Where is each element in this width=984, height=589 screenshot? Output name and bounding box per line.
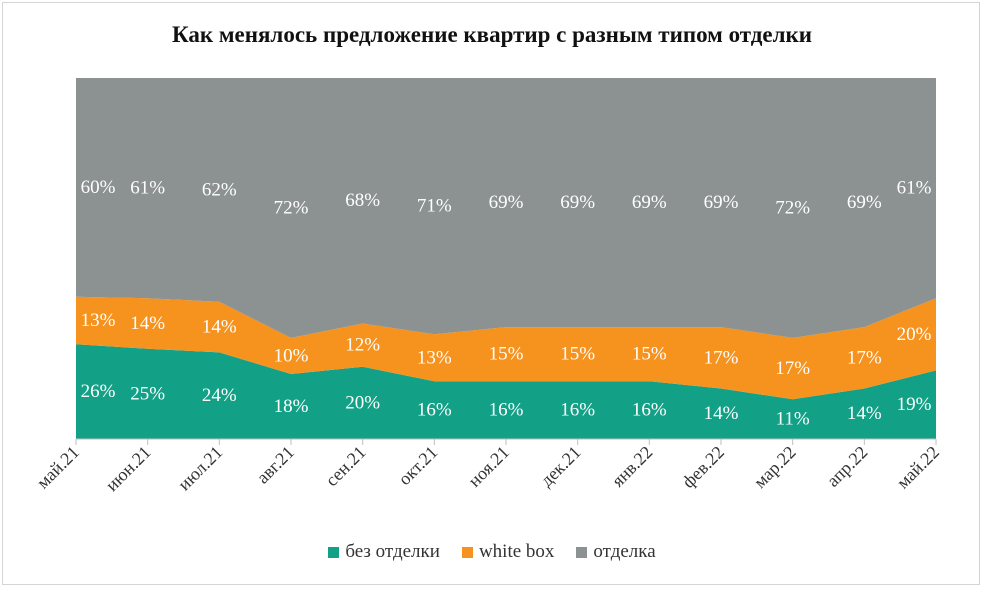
data-label-otdelka: 60%: [81, 177, 116, 198]
data-label-otdelka: 61%: [130, 178, 165, 199]
data-label-otdelka: 68%: [345, 190, 380, 211]
legend-label-bez-otdelki: без отделки: [345, 541, 440, 562]
x-tick-label: дек.21: [536, 442, 584, 490]
x-tick-label: ноя.21: [464, 442, 513, 491]
data-label-white-box: 14%: [130, 313, 165, 334]
data-label-bez-otdelki: 19%: [897, 394, 932, 415]
data-label-bez-otdelki: 16%: [417, 400, 452, 421]
x-tick-label: май.21: [33, 442, 83, 492]
data-label-bez-otdelki: 25%: [130, 383, 165, 404]
data-label-bez-otdelki: 16%: [632, 400, 667, 421]
data-label-otdelka: 62%: [202, 179, 237, 200]
x-tick-label: июл.21: [174, 442, 226, 494]
data-label-white-box: 17%: [775, 358, 810, 379]
data-label-white-box: 12%: [345, 335, 380, 356]
data-label-bez-otdelki: 16%: [489, 400, 524, 421]
x-tick-label: янв.22: [608, 442, 657, 491]
x-tick-label: июн.21: [102, 442, 155, 495]
area-bez-otdelki: [76, 344, 936, 439]
data-label-bez-otdelki: 16%: [560, 400, 595, 421]
x-tick-label: май.22: [893, 442, 943, 492]
data-label-bez-otdelki: 14%: [847, 403, 882, 424]
data-label-otdelka: 72%: [775, 198, 810, 219]
x-tick-label: сен.21: [321, 442, 369, 490]
x-tick-label: авг.21: [253, 442, 298, 487]
legend-swatch-otdelka: [576, 546, 588, 558]
legend-label-white-box: white box: [478, 541, 555, 562]
legend-item-bez-otdelki: без отделки: [328, 541, 440, 563]
data-label-white-box: 17%: [704, 347, 739, 368]
x-tick-label: окт.21: [394, 442, 441, 489]
chart-legend: без отделки white box отделка: [0, 541, 984, 563]
data-label-white-box: 14%: [202, 317, 237, 338]
legend-item-white-box: white box: [461, 541, 555, 563]
data-label-bez-otdelki: 11%: [776, 409, 810, 430]
data-label-otdelka: 69%: [847, 192, 882, 213]
chart-title: Как менялось предложение квартир с разны…: [171, 22, 813, 47]
data-label-bez-otdelki: 26%: [81, 381, 116, 402]
data-label-otdelka: 69%: [560, 192, 595, 213]
data-label-otdelka: 72%: [274, 198, 309, 219]
x-tick-label: фев.22: [678, 442, 728, 492]
data-label-otdelka: 71%: [417, 196, 452, 217]
data-label-otdelka: 69%: [704, 192, 739, 213]
legend-label-otdelka: отделка: [593, 541, 656, 562]
data-label-white-box: 15%: [489, 344, 524, 365]
x-tick-label: мар.22: [750, 442, 800, 492]
legend-swatch-white-box: [461, 546, 473, 558]
data-label-white-box: 10%: [274, 346, 309, 367]
area-white-box: [76, 296, 936, 400]
data-label-bez-otdelki: 14%: [704, 403, 739, 424]
data-label-bez-otdelki: 18%: [274, 396, 309, 417]
data-label-white-box: 13%: [81, 310, 116, 331]
data-label-white-box: 15%: [560, 344, 595, 365]
data-label-bez-otdelki: 20%: [345, 392, 380, 413]
data-label-otdelka: 61%: [897, 178, 932, 199]
data-label-otdelka: 69%: [489, 192, 524, 213]
data-label-white-box: 15%: [632, 344, 667, 365]
data-label-white-box: 13%: [417, 347, 452, 368]
legend-item-otdelka: отделка: [576, 541, 656, 563]
data-label-white-box: 20%: [897, 324, 932, 345]
data-label-white-box: 17%: [847, 347, 882, 368]
data-label-bez-otdelki: 24%: [202, 385, 237, 406]
x-tick-label: апр.22: [823, 442, 872, 491]
area-otdelka: [76, 78, 936, 338]
legend-swatch-bez-otdelki: [328, 546, 340, 558]
data-label-otdelka: 69%: [632, 192, 667, 213]
